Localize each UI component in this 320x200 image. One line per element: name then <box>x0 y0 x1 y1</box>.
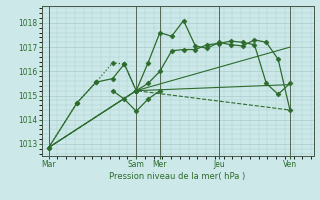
X-axis label: Pression niveau de la mer( hPa ): Pression niveau de la mer( hPa ) <box>109 172 246 181</box>
